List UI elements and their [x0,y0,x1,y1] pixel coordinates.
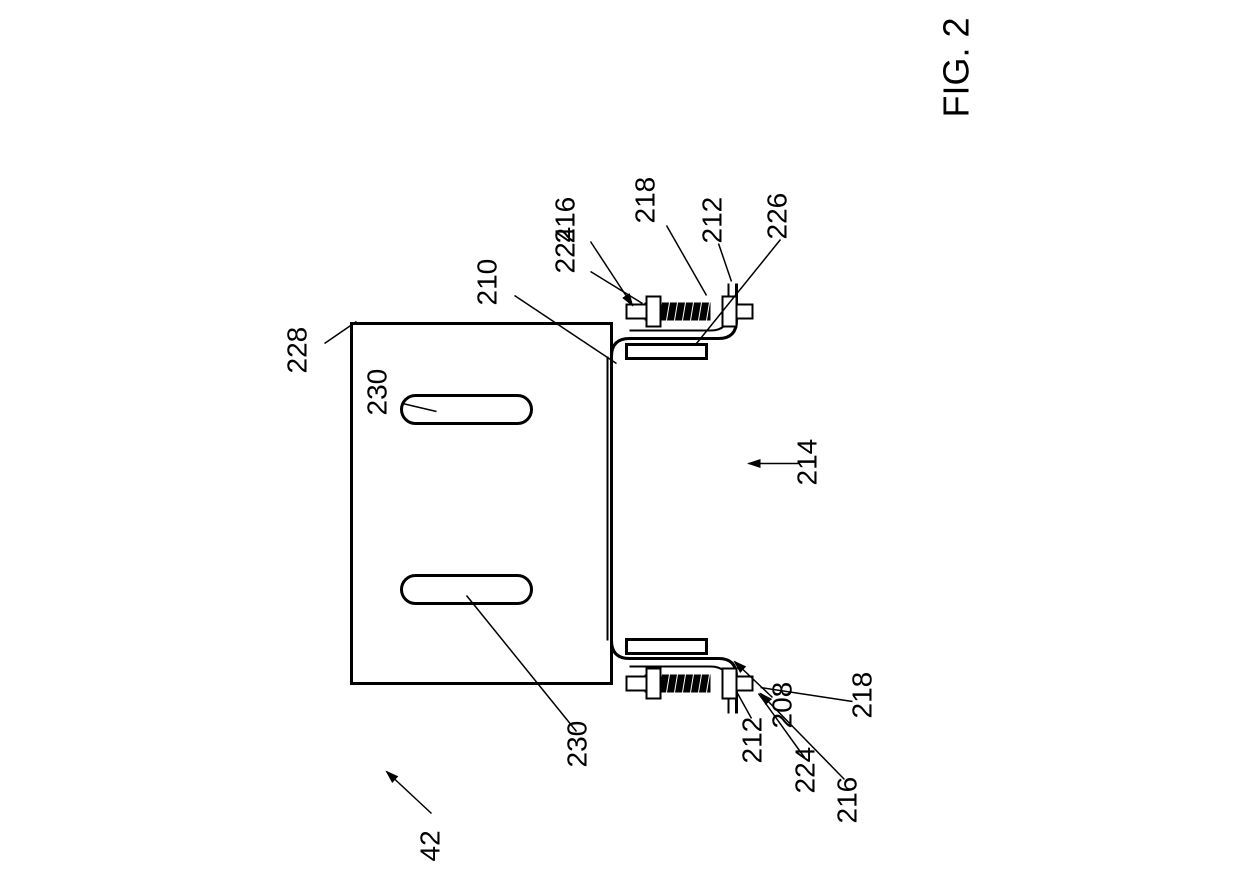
nut-224 [723,669,737,699]
label-208: 208 [767,682,798,729]
leader [591,242,633,306]
label-FIG. 2: FIG. 2 [936,17,977,117]
label-214: 214 [792,439,823,486]
nut-224 [723,297,737,327]
leader [515,296,617,364]
leader [403,404,437,412]
leader [719,244,732,282]
leader [467,596,577,732]
label-216: 216 [832,777,863,824]
label-218: 218 [847,672,878,719]
label-226: 226 [762,193,793,240]
label-218: 218 [630,177,661,224]
label-228: 228 [282,327,313,374]
leader [387,772,432,814]
leader [737,692,752,719]
drawing-group: 4222823023021020821221221421621621821822… [282,17,977,861]
leader [591,272,643,304]
label-230: 230 [362,369,393,416]
label-212: 212 [737,717,768,764]
nut-218 [647,297,661,327]
opening-226 [627,640,707,654]
leader [697,240,781,344]
slot-230 [402,576,532,604]
label-210: 210 [472,259,503,306]
label-42: 42 [415,830,446,861]
label-224: 224 [790,747,821,794]
nut-218 [647,669,661,699]
label-224: 224 [550,227,581,274]
slot-230 [402,396,532,424]
label-230: 230 [562,721,593,768]
label-212: 212 [697,197,728,244]
bolt-right [627,297,753,327]
opening-226 [627,345,707,359]
bolt-left [627,669,753,699]
channel-right [612,284,737,659]
channel-left [612,339,737,714]
